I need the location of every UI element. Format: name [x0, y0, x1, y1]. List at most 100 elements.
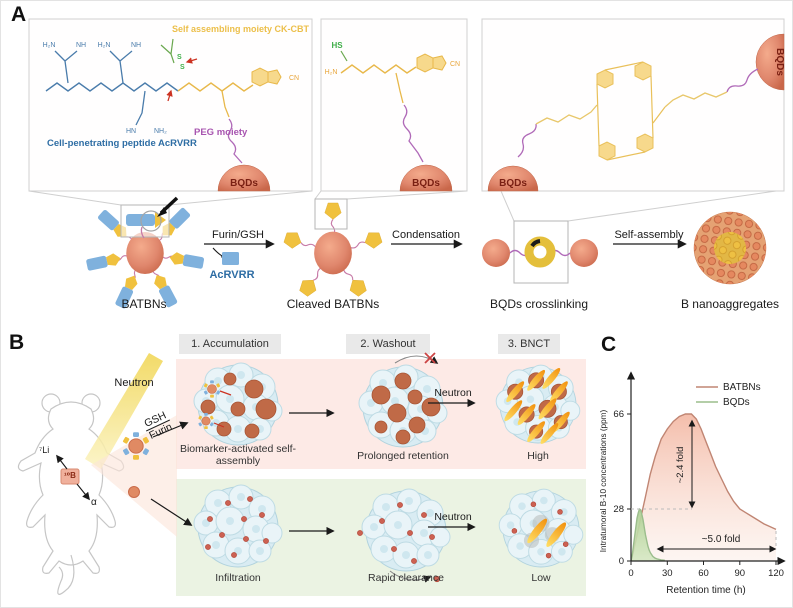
- released-peptide-rect: [222, 252, 239, 265]
- box3-crosslink-structure: BQDs BQDs: [487, 33, 785, 192]
- sulfur-label: S: [180, 64, 185, 71]
- row1-caption-3: High: [527, 450, 549, 462]
- acrvrr-label: AcRVRR: [209, 269, 255, 281]
- legend-label-bqds: BQDs: [723, 397, 750, 408]
- panel-a-label: A: [11, 3, 27, 26]
- bqds-label: BQDs: [774, 48, 785, 76]
- atom-label: H₂N: [43, 42, 56, 49]
- box2-chemical-structure: HS H₂N CN BQDs: [325, 41, 460, 192]
- bqds-label: BQDs: [499, 178, 527, 189]
- cluster-rapid-clearance: [357, 488, 451, 583]
- chart-axes: [626, 371, 786, 566]
- row2-neutron-label: Neutron: [434, 511, 472, 523]
- y-tick: 28: [613, 504, 624, 515]
- series-area-BQDs: [631, 509, 665, 561]
- cleaved-inset-box: [314, 198, 348, 230]
- atom-label: NH: [76, 42, 86, 49]
- magnifier-icon: [140, 210, 162, 232]
- fold-annotation-horizontal: ~5.0 fold: [702, 534, 741, 545]
- self-assembly-label: Self-assembly: [614, 229, 684, 241]
- series-line-BATBNs: [630, 413, 777, 562]
- cluster-infiltration: [193, 484, 283, 568]
- header-bnct: 3. BNCT: [498, 334, 560, 354]
- cleavage-arrow: [166, 89, 173, 102]
- chart-curves: [630, 413, 777, 562]
- cluster-bnct-high: [495, 364, 581, 446]
- panel-c-label: C: [601, 333, 617, 356]
- row1-caption-2: Prolonged retention: [357, 450, 449, 462]
- cn-label: CN: [450, 61, 460, 68]
- retention-chart: 0 30 60 90 120 0 28 66 Retention time (h…: [599, 371, 786, 596]
- row1-caption-1: Biomarker-activated self-assembly: [179, 443, 297, 468]
- atom-label: HN: [126, 128, 136, 135]
- cn-label: CN: [289, 75, 299, 82]
- atom-label: H₂N: [98, 42, 111, 49]
- zoom-connector-lines: [28, 190, 777, 222]
- panel-b-graphic: [17, 352, 584, 595]
- cluster-bnct-low: [498, 488, 584, 568]
- box1-chemical-structure: H₂N NH H₂N NH HN NH₂ S S CN BQDs: [43, 38, 299, 192]
- h2n-label: H₂N: [325, 69, 338, 76]
- gsh-furin-arrow: [152, 421, 189, 438]
- header-washout: 2. Washout: [346, 334, 430, 354]
- furin-gsh-label: Furin/GSH: [212, 229, 264, 241]
- x-tick: 0: [628, 568, 633, 579]
- x-tick: 90: [735, 568, 746, 579]
- cleavage-arrow: [185, 57, 198, 64]
- blocked-x-icon: [424, 352, 436, 364]
- chart-legend: BATBNs BQDs: [696, 382, 761, 408]
- atom-label: NH: [131, 42, 141, 49]
- caption-bqds-crosslinking: BQDs crosslinking: [489, 297, 589, 311]
- furin-gsh-step: [204, 239, 275, 265]
- row2-caption-1: Infiltration: [215, 572, 261, 584]
- bqds-label: BQDs: [230, 178, 258, 189]
- li7-label: ⁷Li: [39, 445, 50, 455]
- row2-caption-3: Low: [531, 572, 551, 584]
- chart-annotations: ~2.4 fold ~5.0 fold: [631, 419, 777, 553]
- caption-batbns: BATBNs: [121, 297, 167, 311]
- caption-b-nanoaggregates: B nanoaggregates: [680, 297, 780, 311]
- neutron-beam: [85, 353, 163, 469]
- sulfur-label: S: [177, 54, 182, 61]
- condensation-label: Condensation: [392, 229, 460, 241]
- cluster-washout: [358, 352, 448, 448]
- cleaved-batbns-icon: [283, 202, 383, 297]
- series-area-BATBNs: [631, 414, 776, 561]
- peg-squiggle: [227, 118, 243, 164]
- bqd-hemisphere: [217, 164, 271, 192]
- x-tick: 60: [698, 568, 709, 579]
- bqd-quarter-sphere: [755, 33, 785, 91]
- atom-label: NH₂: [154, 128, 167, 135]
- row1-neutron-label: Neutron: [434, 387, 472, 399]
- x-axis-title: Retention time (h): [666, 585, 745, 596]
- panel-b-label: B: [9, 331, 25, 354]
- reaction-cone: [91, 415, 177, 537]
- peg-squiggle: [402, 104, 424, 163]
- y-axis-title: Intratumoral B-10 concentrations (ppm): [599, 410, 608, 553]
- y-tick: 0: [619, 556, 624, 567]
- bqds-crosslinking-icon: [482, 220, 598, 284]
- bqd-particle: [128, 486, 140, 498]
- inset-boxes: [28, 18, 785, 192]
- row2-caption-2: Rapid clearance: [368, 572, 444, 584]
- bqd-hemisphere: [487, 165, 539, 192]
- b-nanoaggregates-icon: [693, 211, 767, 285]
- batbns-icon: [86, 207, 205, 309]
- x-tick: 120: [768, 568, 784, 579]
- legend-label-batbns: BATBNs: [723, 382, 761, 393]
- infiltration-arrow: [150, 498, 193, 526]
- moiety-label: Self assembling moiety CK-CBT: [171, 24, 309, 34]
- neutron-label: Neutron: [114, 377, 154, 389]
- bqds-label: BQDs: [412, 178, 440, 189]
- bnct-reaction: [56, 454, 90, 501]
- bqd-hemisphere: [399, 164, 453, 192]
- boron10-label: ¹⁰B: [64, 471, 76, 480]
- hs-label: HS: [331, 41, 343, 50]
- panel-a-graphic: H₂N NH H₂N NH HN NH₂ S S CN BQDs HS H₂N: [28, 18, 785, 309]
- header-accumulation: 1. Accumulation: [179, 334, 281, 354]
- peg-label: PEG moiety: [194, 127, 248, 138]
- series-line-BQDs: [630, 507, 665, 562]
- alpha-label: α: [91, 497, 97, 508]
- fold-annotation-vertical: ~2.4 fold: [675, 447, 686, 484]
